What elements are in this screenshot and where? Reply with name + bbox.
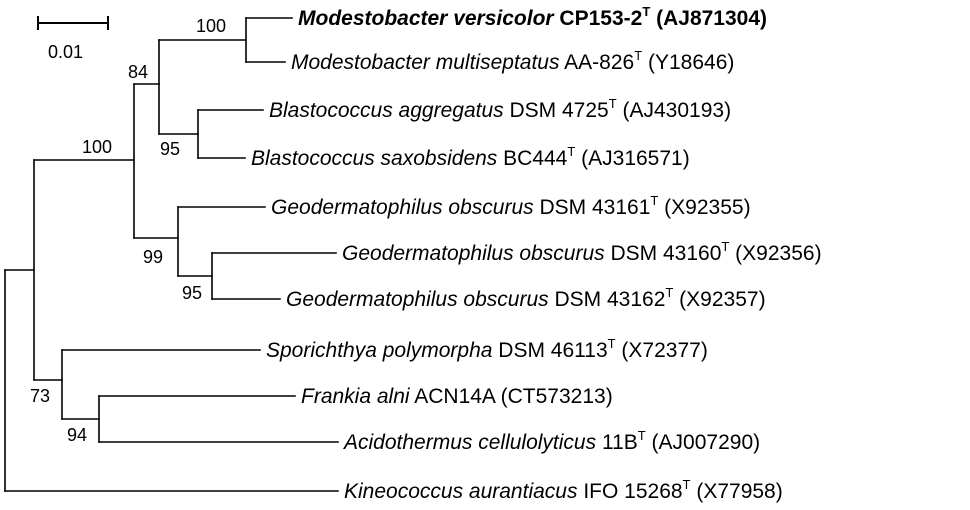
taxon-label-go3: Geodermatophilus obscurus DSM 43162T (X9…	[286, 285, 766, 311]
type-strain-marker: T	[721, 239, 729, 254]
taxon-species-name: Blastococcus aggregatus	[269, 99, 504, 122]
scale-bar: 0.01	[37, 16, 109, 62]
taxon-species-name: Modestobacter versicolor	[298, 7, 555, 30]
taxon-accession: (AJ430193)	[617, 99, 731, 122]
type-strain-marker: T	[683, 477, 691, 492]
support-value-geodermatophilus-subclade: 95	[182, 283, 202, 303]
taxon-label-bs: Blastococcus saxobsidens BC444T (AJ31657…	[251, 144, 690, 170]
taxon-species-name: Geodermatophilus obscurus	[286, 288, 549, 311]
type-strain-marker: T	[608, 336, 616, 351]
support-value-blastococcus: 95	[160, 139, 180, 159]
type-strain-marker: T	[567, 144, 575, 159]
taxon-strain: AA-826	[559, 51, 634, 74]
type-strain-marker: T	[650, 193, 658, 208]
taxon-accession: (X92357)	[673, 288, 765, 311]
taxon-species-name: Sporichthya polymorpha	[266, 339, 492, 362]
taxon-label-go1: Geodermatophilus obscurus DSM 43161T (X9…	[271, 193, 751, 219]
type-strain-marker: T	[638, 428, 646, 443]
taxon-species-name: Blastococcus saxobsidens	[251, 147, 498, 170]
taxon-strain: BC444	[497, 147, 567, 170]
taxon-accession: (AJ007290)	[646, 431, 760, 454]
taxon-label-ac: Acidothermus cellulolyticus 11BT (AJ0072…	[342, 428, 760, 454]
taxon-strain: CP153-2	[554, 7, 643, 30]
type-strain-marker: T	[634, 48, 642, 63]
taxon-accession: (X72377)	[616, 339, 708, 362]
support-value-modestobacter: 100	[196, 16, 226, 36]
support-value-modestobacter-blastococcus: 84	[128, 62, 148, 82]
taxon-label-fa: Frankia alni ACN14A (CT573213)	[301, 385, 613, 408]
taxon-species-name: Modestobacter multiseptatus	[291, 51, 560, 74]
taxon-accession: (Y18646)	[642, 51, 734, 74]
taxon-accession: (X92356)	[729, 242, 821, 265]
taxon-accession: (CT573213)	[495, 385, 613, 408]
support-value-geodermatophilaceae: 100	[82, 137, 112, 157]
taxon-strain: DSM 43162	[549, 288, 666, 311]
support-value-frankia-acidothermus: 94	[67, 425, 87, 445]
taxon-accession: (AJ316571)	[575, 147, 689, 170]
taxon-species-name: Geodermatophilus obscurus	[342, 242, 605, 265]
taxon-strain: IFO 15268	[577, 480, 682, 503]
taxon-labels: Modestobacter versicolor CP153-2T (AJ871…	[251, 4, 822, 503]
support-value-frankiales-outer: 73	[30, 386, 50, 406]
taxon-species-name: Acidothermus cellulolyticus	[342, 431, 597, 454]
type-strain-marker: T	[609, 96, 617, 111]
type-strain-marker: T	[665, 285, 673, 300]
taxon-strain: DSM 4725	[504, 99, 609, 122]
taxon-strain: 11B	[596, 431, 638, 454]
taxon-strain: DSM 43161	[534, 196, 651, 219]
tree-branches	[4, 17, 339, 492]
taxon-label-mv: Modestobacter versicolor CP153-2T (AJ871…	[298, 4, 767, 30]
taxon-species-name: Kineococcus aurantiacus	[344, 480, 578, 503]
taxon-accession: (AJ871304)	[650, 7, 767, 30]
support-value-geodermatophilus: 99	[143, 247, 163, 267]
taxon-label-mm: Modestobacter multiseptatus AA-826T (Y18…	[291, 48, 734, 74]
taxon-label-go2: Geodermatophilus obscurus DSM 43160T (X9…	[342, 239, 822, 265]
scale-bar-label: 0.01	[48, 42, 83, 62]
taxon-label-sp: Sporichthya polymorpha DSM 46113T (X7237…	[266, 336, 708, 362]
taxon-strain: DSM 46113	[492, 339, 607, 362]
taxon-accession: (X92355)	[658, 196, 750, 219]
type-strain-marker: T	[642, 4, 650, 19]
taxon-accession: (X77958)	[691, 480, 783, 503]
taxon-label-ba: Blastococcus aggregatus DSM 4725T (AJ430…	[269, 96, 731, 122]
bootstrap-support-values: 100 84 95 100 99 95 73 94	[30, 16, 226, 445]
taxon-strain: ACN14A	[410, 385, 496, 408]
taxon-label-ka: Kineococcus aurantiacus IFO 15268T (X779…	[344, 477, 783, 503]
taxon-species-name: Frankia alni	[301, 385, 411, 408]
taxon-species-name: Geodermatophilus obscurus	[271, 196, 534, 219]
taxon-strain: DSM 43160	[605, 242, 722, 265]
